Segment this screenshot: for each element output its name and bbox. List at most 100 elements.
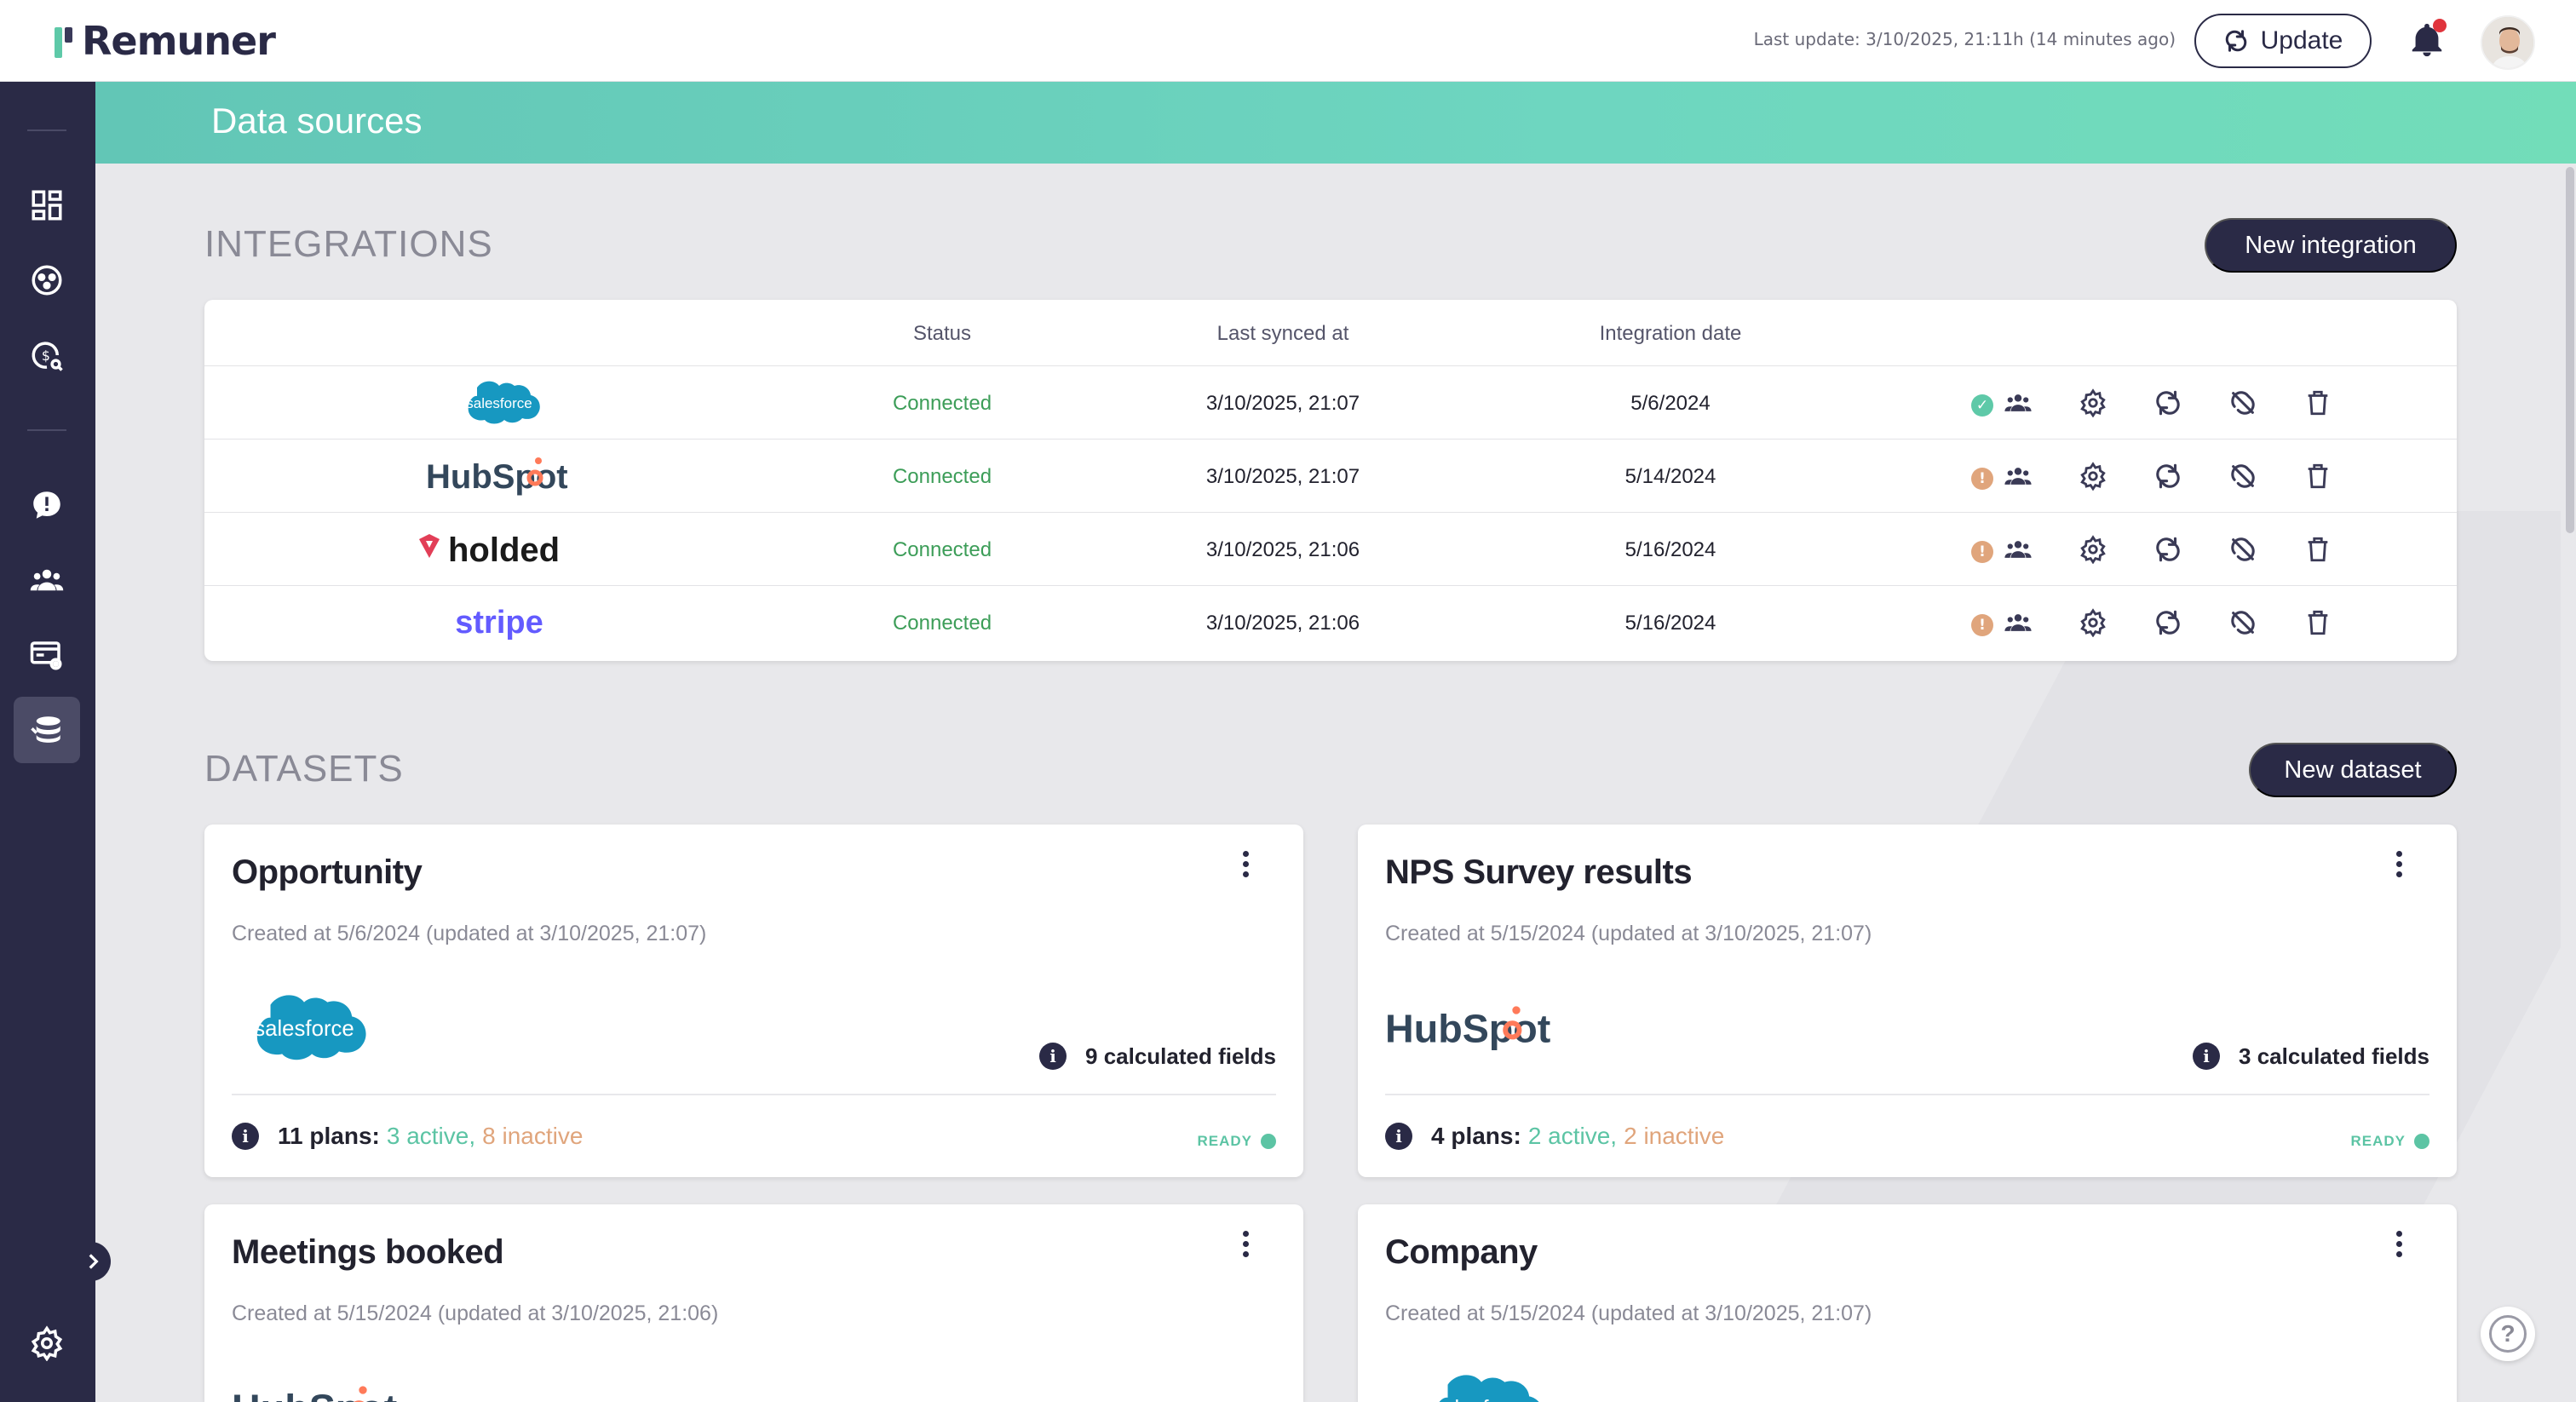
plans-count: 4 plans: [1431, 1123, 1521, 1149]
help-button[interactable]: ? [2481, 1307, 2535, 1361]
info-icon: i [2193, 1043, 2221, 1070]
database-icon [31, 716, 60, 743]
dataset-subtitle: Created at 5/15/2024 (updated at 3/10/20… [232, 1301, 719, 1325]
delete-button[interactable] [2302, 533, 2334, 566]
sync-off-icon [2231, 391, 2255, 415]
chat-alert-icon [33, 491, 60, 519]
settings-icon [31, 1325, 63, 1361]
more-menu-button[interactable] [1230, 1225, 1261, 1262]
sidebar-item-dashboard[interactable] [14, 172, 80, 238]
last-synced-value: 3/10/2025, 21:06 [1205, 612, 1360, 635]
users-button[interactable] [2002, 533, 2034, 566]
table-header: Status Last synced at Integration date [204, 300, 2457, 366]
calculated-fields[interactable]: i 9 calculated fields [1039, 1043, 1276, 1070]
info-icon: i [1039, 1043, 1067, 1070]
users-button[interactable] [2002, 606, 2034, 639]
disable-sync-button[interactable] [2227, 606, 2259, 639]
app-name: Remuner [82, 18, 276, 64]
delete-button[interactable] [2302, 460, 2334, 492]
sync-button[interactable] [2152, 387, 2184, 419]
holded-logo: holded [397, 521, 601, 577]
trash-icon [2308, 537, 2328, 562]
dataset-card[interactable]: Meetings booked Created at 5/15/2024 (up… [204, 1204, 1303, 1402]
more-menu-button[interactable] [2383, 845, 2414, 882]
users-button[interactable] [2002, 460, 2034, 492]
last-synced-value: 3/10/2025, 21:07 [1205, 465, 1360, 488]
sync-icon [2156, 610, 2180, 635]
user-avatar[interactable] [2481, 15, 2535, 70]
users-button[interactable] [2002, 387, 2034, 419]
notification-dot [2433, 19, 2447, 32]
app-logo[interactable]: Remuner [51, 17, 276, 65]
gear-icon [2080, 608, 2106, 637]
sync-icon [2156, 390, 2180, 416]
salesforce-logo: salesforce [232, 981, 436, 1075]
sidebar-item-messages[interactable] [14, 472, 80, 538]
sidebar-expand-button[interactable] [75, 1242, 111, 1281]
disable-sync-button[interactable] [2227, 387, 2259, 419]
sidebar-item-people[interactable] [14, 547, 80, 613]
status-badge: Connected [892, 538, 992, 561]
settings-button[interactable] [2077, 533, 2109, 566]
sync-button[interactable] [2152, 460, 2184, 492]
hubspot-logo: HubSpot [1385, 981, 1590, 1075]
plans-summary[interactable]: i 4 plans: 2 active, 2 inactive [1385, 1123, 1724, 1150]
sync-off-icon [2231, 611, 2255, 635]
delete-button[interactable] [2302, 606, 2334, 639]
stripe-logo-text: stripe [455, 605, 543, 641]
dataset-card[interactable]: NPS Survey results Created at 5/15/2024 … [1358, 825, 2457, 1177]
people-icon [30, 569, 64, 591]
settings-button[interactable] [2077, 460, 2109, 492]
sidebar: $ [0, 82, 95, 1402]
table-row: holded Connected 3/10/2025, 21:06 5/16/2… [204, 513, 2457, 586]
svg-text:$: $ [42, 348, 50, 364]
status-badge: Connected [892, 612, 992, 635]
sidebar-divider [27, 129, 66, 131]
more-menu-button[interactable] [2383, 1225, 2414, 1262]
more-menu-button[interactable] [1230, 845, 1261, 882]
disable-sync-button[interactable] [2227, 533, 2259, 566]
new-dataset-button[interactable]: New dataset [2249, 743, 2457, 797]
scrollbar-thumb[interactable] [2566, 167, 2574, 533]
last-update-text: Last update: 3/10/2025, 21:11h (14 minut… [1753, 29, 2176, 49]
sync-off-icon [2231, 537, 2255, 561]
calculated-fields-label: 3 calculated fields [2239, 1043, 2429, 1069]
hubspot-logo-text: HubSpot [232, 1386, 397, 1402]
users-icon [2004, 394, 2032, 411]
sidebar-item-data-sources[interactable] [14, 697, 80, 763]
delete-button[interactable] [2302, 387, 2334, 419]
trash-icon [2308, 610, 2328, 635]
dataset-card[interactable]: Company Created at 5/15/2024 (updated at… [1358, 1204, 2457, 1402]
commission-search-icon: $ [32, 342, 63, 371]
calculated-fields[interactable]: i 3 calculated fields [2193, 1043, 2429, 1070]
sidebar-item-commissions[interactable]: $ [14, 322, 80, 388]
plans-active: 3 active, [386, 1123, 476, 1149]
salesforce-logo-text: salesforce [1431, 1397, 1532, 1402]
sidebar-item-settings[interactable] [14, 1313, 80, 1373]
settings-button[interactable] [2077, 387, 2109, 419]
holded-logo-text: holded [448, 531, 560, 569]
dataset-card[interactable]: Opportunity Created at 5/6/2024 (updated… [204, 825, 1303, 1177]
gear-icon [2080, 388, 2106, 417]
ready-label: READY [2350, 1133, 2406, 1149]
new-integration-button[interactable]: New integration [2205, 218, 2457, 273]
ready-status: READY [1197, 1133, 1276, 1150]
settings-button[interactable] [2077, 606, 2109, 639]
divider [1385, 1094, 2429, 1095]
plans-count: 11 plans: [278, 1123, 380, 1149]
sync-button[interactable] [2152, 533, 2184, 566]
sync-button[interactable] [2152, 606, 2184, 639]
column-last-synced: Last synced at [1216, 322, 1349, 345]
update-button[interactable]: Update [2194, 14, 2372, 68]
hubspot-logo-text: HubSpot [426, 458, 568, 496]
datasets-title: DATASETS [204, 748, 404, 790]
sidebar-item-plans[interactable] [14, 622, 80, 688]
notification-bell-icon[interactable] [2407, 20, 2447, 60]
plans-summary[interactable]: i 11 plans: 3 active, 8 inactive [232, 1123, 583, 1150]
update-button-label: Update [2260, 26, 2343, 55]
page-header-band: Data sources [95, 82, 2576, 164]
users-icon [2004, 614, 2032, 631]
sidebar-item-org[interactable] [14, 247, 80, 313]
disable-sync-button[interactable] [2227, 460, 2259, 492]
dataset-title: Meetings booked [232, 1233, 504, 1271]
